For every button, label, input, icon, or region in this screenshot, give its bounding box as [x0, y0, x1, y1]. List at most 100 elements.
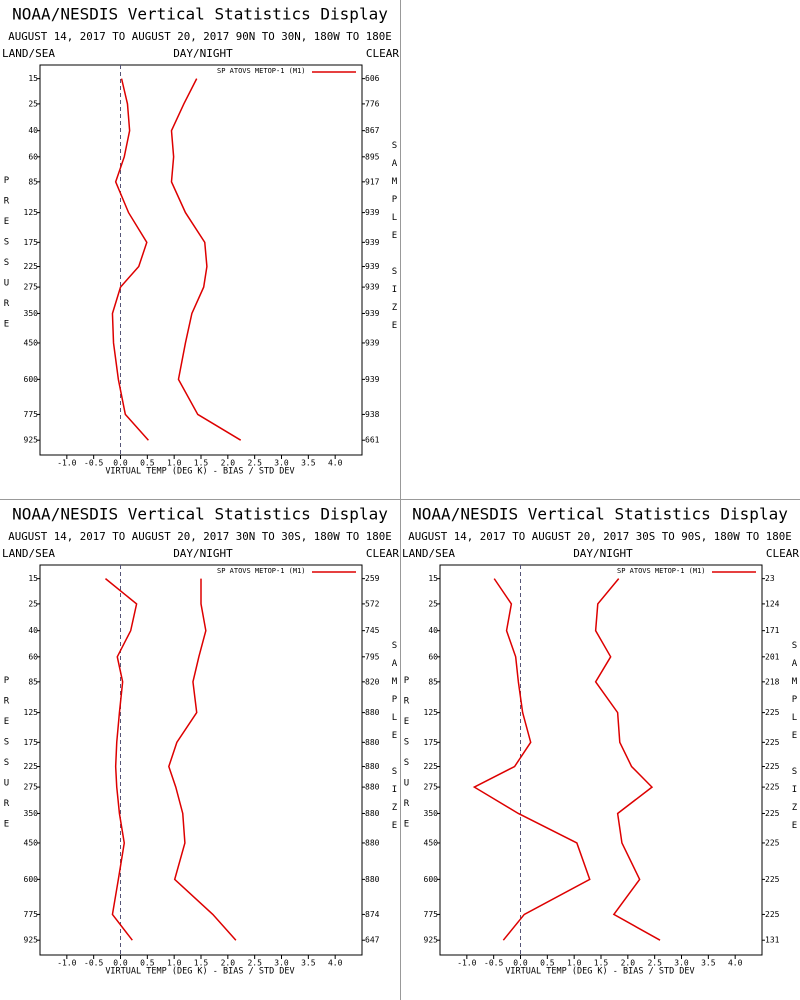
sample-size-label: 776 — [365, 99, 380, 108]
y-tick-label: 25 — [28, 599, 38, 608]
sample-size-label: 661 — [365, 436, 380, 445]
x-tick-label: 3.0 — [274, 959, 289, 968]
divider — [400, 0, 401, 500]
x-tick-label: 0.0 — [113, 459, 128, 468]
legend-label: SP ATOVS METOP-1 (M1) — [217, 67, 306, 75]
sample-size-label: 225 — [765, 838, 780, 847]
sample-size-label: 880 — [365, 708, 380, 717]
x-tick-label: 2.5 — [647, 959, 662, 968]
sample-size-label: 939 — [365, 238, 380, 247]
plot-frame — [439, 564, 763, 956]
sample-size-label: 225 — [765, 708, 780, 717]
series-line — [105, 578, 138, 941]
x-tick-label: 2.5 — [247, 459, 262, 468]
divider — [400, 500, 401, 1000]
sample-size-label: 795 — [365, 652, 380, 661]
y-tick-label: 85 — [428, 677, 438, 686]
x-axis-label: VIRTUAL TEMP (DEG K) - BIAS / STD DEV — [105, 967, 294, 977]
sample-size-label: 939 — [365, 309, 380, 318]
chart-title: NOAA/NESDIS Vertical Statistics Display — [12, 5, 388, 24]
y-tick-label: 450 — [24, 338, 39, 347]
series-line — [168, 578, 237, 941]
y2-axis-label: SAMPLE SIZE — [390, 641, 400, 839]
x-tick-label: -0.5 — [84, 959, 103, 968]
sample-size-label: 880 — [365, 738, 380, 747]
header: DAY/NIGHT — [173, 47, 233, 60]
y-tick-label: 60 — [28, 652, 38, 661]
sample-size-label: 201 — [765, 652, 780, 661]
chart-panel: NOAA/NESDIS Vertical Statistics Display A… — [2, 5, 400, 477]
sample-size-label: 895 — [365, 152, 380, 161]
sample-size-label: 225 — [765, 783, 780, 792]
x-tick-label: 3.5 — [301, 959, 316, 968]
series-line — [170, 78, 242, 441]
sample-size-label: 225 — [765, 738, 780, 747]
sample-size-label: 880 — [365, 762, 380, 771]
sample-size-label: 939 — [365, 208, 380, 217]
series-line — [594, 578, 661, 941]
header: CLEAR — [366, 47, 399, 60]
sample-size-label: 867 — [365, 126, 380, 135]
sample-size-label: 880 — [365, 809, 380, 818]
sample-size-label: 880 — [365, 838, 380, 847]
chart-title: NOAA/NESDIS Vertical Statistics Display — [12, 505, 388, 524]
y-tick-label: 25 — [428, 599, 438, 608]
header: DAY/NIGHT — [573, 547, 633, 560]
sample-size-label: 131 — [765, 936, 780, 945]
y-tick-label: 15 — [28, 74, 38, 83]
header: CLEAR — [766, 547, 799, 560]
x-axis-label: VIRTUAL TEMP (DEG K) - BIAS / STD DEV — [105, 467, 294, 477]
y-tick-label: 275 — [24, 283, 39, 292]
y-tick-label: 15 — [28, 574, 38, 583]
plot-frame — [39, 64, 363, 456]
x-tick-label: 4.0 — [328, 959, 343, 968]
sample-size-label: 225 — [765, 910, 780, 919]
y-tick-label: 350 — [424, 809, 439, 818]
y-tick-label: 15 — [428, 574, 438, 583]
y2-axis-label: SAMPLE SIZE — [390, 141, 400, 339]
x-tick-label: 3.0 — [274, 459, 289, 468]
x-tick-label: 0.5 — [540, 959, 555, 968]
y-tick-label: 600 — [24, 875, 39, 884]
x-tick-label: 0.0 — [113, 959, 128, 968]
sample-size-label: 939 — [365, 283, 380, 292]
x-tick-label: 0.5 — [140, 959, 155, 968]
chart-title: NOAA/NESDIS Vertical Statistics Display — [412, 505, 788, 524]
y-tick-label: 125 — [424, 708, 439, 717]
sample-size-label: 171 — [765, 626, 780, 635]
x-tick-label: 1.0 — [167, 459, 182, 468]
y-tick-label: 60 — [28, 152, 38, 161]
x-tick-label: 1.0 — [567, 959, 582, 968]
chart-subtitle: AUGUST 14, 2017 TO AUGUST 20, 2017 30S T… — [408, 530, 792, 543]
y-tick-label: 225 — [24, 262, 39, 271]
sample-size-label: 124 — [765, 599, 780, 608]
sample-size-label: 225 — [765, 809, 780, 818]
header: LAND/SEA — [2, 547, 55, 560]
y-tick-label: 775 — [24, 910, 39, 919]
y-tick-label: 350 — [24, 309, 39, 318]
sample-size-label: 874 — [365, 910, 380, 919]
y-tick-label: 225 — [24, 762, 39, 771]
x-tick-label: 4.0 — [328, 459, 343, 468]
y-tick-label: 600 — [424, 875, 439, 884]
sample-size-label: 938 — [365, 410, 380, 419]
sample-size-label: 572 — [365, 599, 380, 608]
y-tick-label: 40 — [28, 126, 38, 135]
y-tick-label: 350 — [24, 809, 39, 818]
y-tick-label: 225 — [424, 762, 439, 771]
sample-size-label: 939 — [365, 375, 380, 384]
sample-size-label: 23 — [765, 574, 775, 583]
y-tick-label: 85 — [28, 677, 38, 686]
sample-size-label: 939 — [365, 262, 380, 271]
y-tick-label: 175 — [24, 238, 39, 247]
series-line — [472, 578, 591, 941]
sample-size-label: 606 — [365, 74, 380, 83]
sample-size-label: 880 — [365, 783, 380, 792]
x-axis-label: VIRTUAL TEMP (DEG K) - BIAS / STD DEV — [505, 967, 694, 977]
sample-size-label: 647 — [365, 936, 380, 945]
y-tick-label: 85 — [28, 177, 38, 186]
y2-axis-label: SAMPLE SIZE — [790, 641, 800, 839]
y-tick-label: 125 — [24, 208, 39, 217]
y-tick-label: 925 — [24, 436, 39, 445]
